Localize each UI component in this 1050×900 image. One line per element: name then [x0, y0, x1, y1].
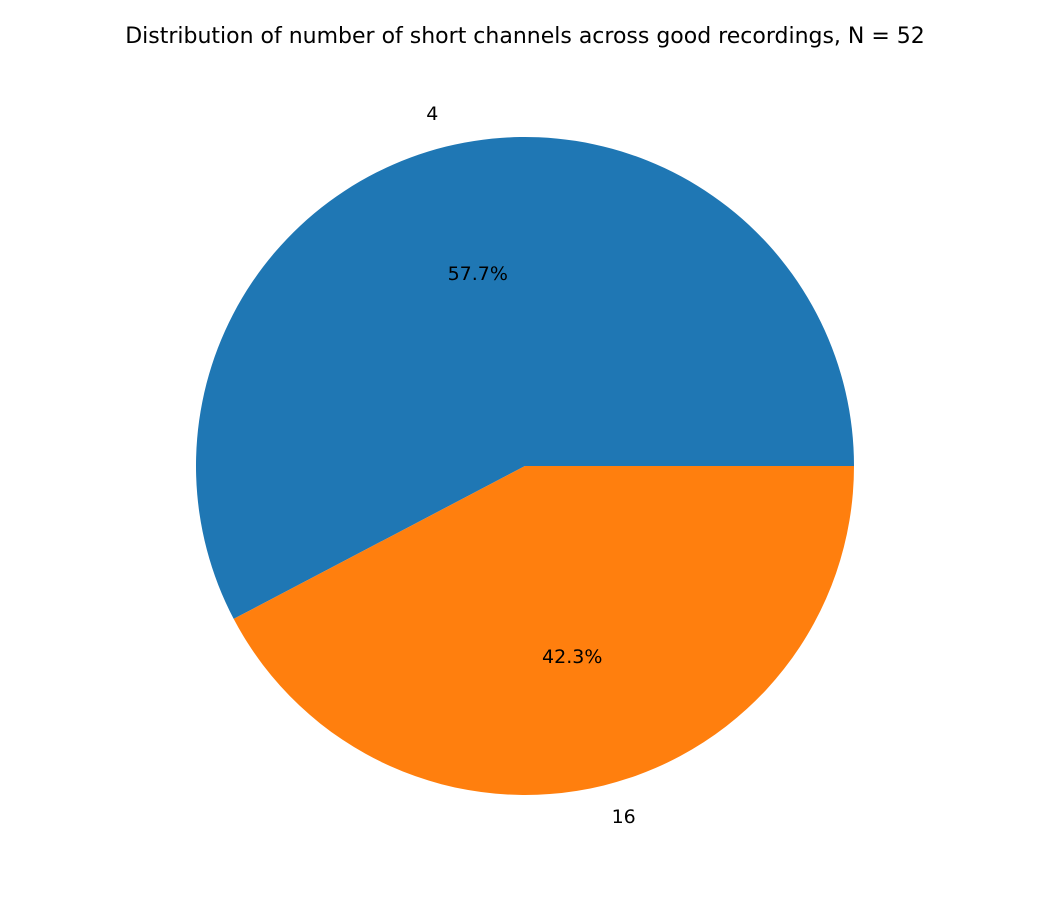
slice-label-16: 16	[612, 806, 636, 828]
pie-labels: 4 57.7% 16 42.3%	[426, 103, 635, 828]
slice-label-4: 4	[426, 103, 438, 125]
pie-slice-4	[195, 136, 854, 619]
percent-label-16: 42.3%	[542, 646, 602, 668]
chart-title: Distribution of number of short channels…	[125, 24, 925, 49]
pie-slice-16	[233, 466, 855, 796]
percent-label-4: 57.7%	[448, 263, 508, 285]
pie-slices	[195, 136, 855, 796]
